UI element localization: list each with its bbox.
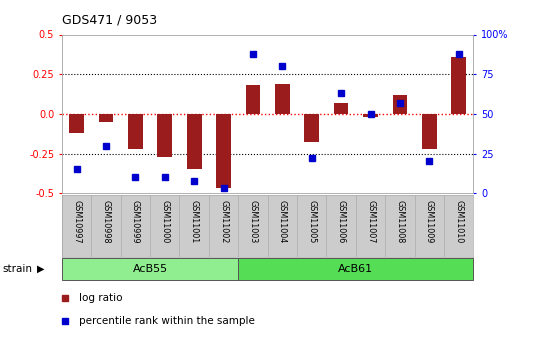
Bar: [393, 95, 407, 114]
Bar: [216, 114, 231, 188]
Text: GSM11000: GSM11000: [160, 200, 169, 243]
Text: strain: strain: [3, 264, 33, 274]
Bar: [128, 114, 143, 149]
Text: AcB61: AcB61: [338, 264, 373, 274]
Bar: [275, 84, 289, 114]
Text: GSM10997: GSM10997: [72, 200, 81, 244]
Text: GSM11002: GSM11002: [219, 200, 228, 243]
Text: GSM11010: GSM11010: [454, 200, 463, 243]
Text: GSM10999: GSM10999: [131, 200, 140, 244]
Text: GDS471 / 9053: GDS471 / 9053: [62, 14, 157, 27]
Text: GSM11005: GSM11005: [307, 200, 316, 243]
Text: GSM11003: GSM11003: [249, 200, 258, 243]
Bar: [158, 114, 172, 157]
Text: GSM11004: GSM11004: [278, 200, 287, 243]
Text: GSM10998: GSM10998: [102, 200, 110, 243]
Text: GSM11007: GSM11007: [366, 200, 375, 243]
Text: log ratio: log ratio: [79, 293, 123, 303]
Bar: [334, 103, 349, 114]
Text: GSM11008: GSM11008: [395, 200, 405, 243]
Bar: [246, 85, 260, 114]
Bar: [363, 114, 378, 117]
Text: AcB55: AcB55: [132, 264, 168, 274]
Bar: [62, 258, 238, 280]
Bar: [69, 114, 84, 133]
Text: ▶: ▶: [37, 264, 44, 274]
Bar: [451, 57, 466, 114]
Bar: [238, 258, 473, 280]
Text: GSM11006: GSM11006: [337, 200, 345, 243]
Text: GSM11001: GSM11001: [190, 200, 199, 243]
Bar: [187, 114, 202, 169]
Bar: [422, 114, 437, 149]
Text: percentile rank within the sample: percentile rank within the sample: [79, 316, 255, 326]
Text: GSM11009: GSM11009: [425, 200, 434, 243]
Bar: [98, 114, 114, 122]
Bar: [305, 114, 319, 142]
